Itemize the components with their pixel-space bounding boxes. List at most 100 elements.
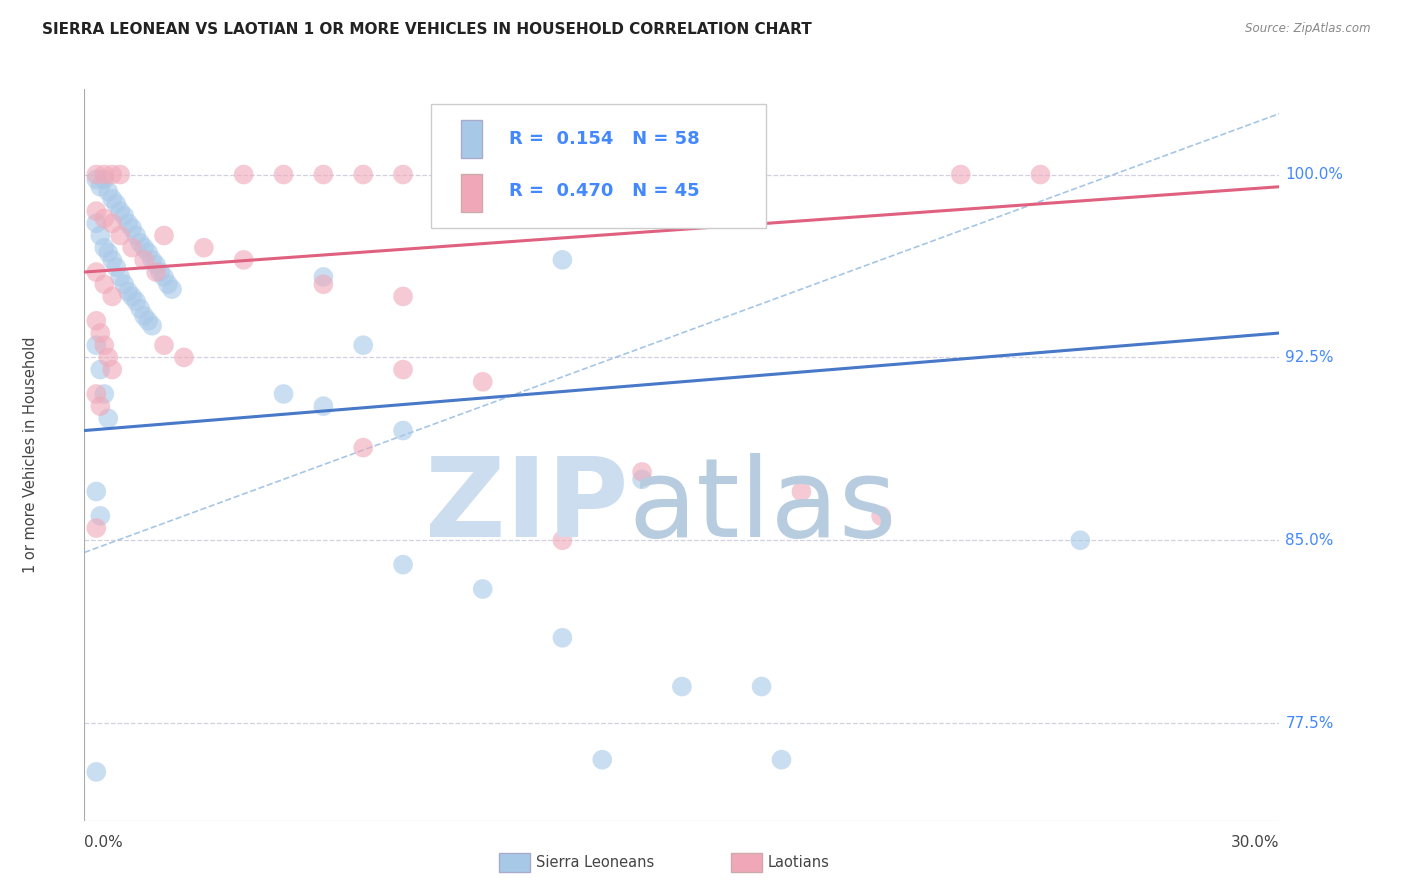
Point: [432, 168, 454, 182]
Point: [93, 387, 115, 401]
Point: [86, 172, 108, 186]
Point: [392, 289, 415, 303]
Bar: [461, 174, 482, 212]
Point: [1069, 533, 1091, 548]
Point: [471, 460, 494, 475]
Point: [232, 168, 254, 182]
Bar: [461, 120, 482, 158]
Point: [870, 508, 893, 523]
Point: [110, 204, 132, 219]
Text: 30.0%: 30.0%: [1232, 835, 1279, 850]
Point: [93, 277, 115, 292]
Point: [97, 245, 120, 260]
Text: R =  0.470   N = 45: R = 0.470 N = 45: [509, 182, 699, 200]
Point: [149, 265, 172, 279]
Text: Sierra Leoneans: Sierra Leoneans: [536, 855, 654, 870]
Text: 77.5%: 77.5%: [1285, 715, 1334, 731]
Point: [471, 375, 494, 389]
Point: [157, 277, 180, 292]
Point: [153, 228, 176, 243]
Point: [671, 680, 693, 694]
Point: [471, 168, 494, 182]
Text: 1 or more Vehicles in Household: 1 or more Vehicles in Household: [22, 336, 38, 574]
Text: 92.5%: 92.5%: [1285, 350, 1334, 365]
Point: [101, 192, 124, 206]
Point: [153, 338, 176, 352]
Point: [89, 228, 111, 243]
Point: [93, 211, 115, 226]
Text: R =  0.154   N = 58: R = 0.154 N = 58: [509, 129, 699, 147]
Point: [312, 168, 335, 182]
Point: [86, 265, 108, 279]
Point: [551, 252, 574, 267]
Point: [129, 301, 152, 316]
Point: [273, 168, 295, 182]
Point: [86, 216, 108, 230]
Point: [392, 362, 415, 376]
Point: [121, 241, 143, 255]
Point: [93, 168, 115, 182]
Point: [121, 289, 143, 303]
Point: [125, 294, 148, 309]
Point: [551, 631, 574, 645]
Point: [86, 168, 108, 182]
Text: SIERRA LEONEAN VS LAOTIAN 1 OR MORE VEHICLES IN HOUSEHOLD CORRELATION CHART: SIERRA LEONEAN VS LAOTIAN 1 OR MORE VEHI…: [42, 22, 811, 37]
Point: [392, 424, 415, 438]
Point: [392, 558, 415, 572]
Point: [117, 285, 139, 299]
Point: [352, 441, 374, 455]
Point: [949, 168, 972, 182]
Point: [136, 314, 159, 328]
Point: [101, 216, 124, 230]
Point: [471, 582, 494, 596]
Point: [86, 314, 108, 328]
Point: [97, 185, 120, 199]
Point: [86, 484, 108, 499]
Point: [551, 533, 574, 548]
Point: [352, 338, 374, 352]
Point: [86, 521, 108, 535]
Point: [101, 168, 124, 182]
Point: [770, 753, 793, 767]
Point: [89, 508, 111, 523]
Point: [141, 318, 163, 333]
Point: [591, 753, 613, 767]
Point: [86, 338, 108, 352]
Point: [631, 472, 654, 486]
Point: [790, 484, 813, 499]
Text: Laotians: Laotians: [768, 855, 830, 870]
Point: [86, 764, 108, 779]
Point: [173, 351, 195, 365]
Point: [89, 326, 111, 340]
Point: [136, 245, 159, 260]
Point: [93, 241, 115, 255]
Point: [1029, 168, 1052, 182]
Point: [93, 172, 115, 186]
Point: [101, 252, 124, 267]
Point: [110, 269, 132, 284]
Point: [121, 221, 143, 235]
Point: [110, 228, 132, 243]
Point: [631, 465, 654, 479]
Point: [751, 680, 773, 694]
Point: [112, 209, 135, 223]
Point: [105, 260, 128, 275]
Point: [145, 258, 167, 272]
Point: [125, 228, 148, 243]
Point: [93, 338, 115, 352]
Point: [153, 269, 176, 284]
Point: [112, 277, 135, 292]
Point: [86, 204, 108, 219]
Point: [86, 387, 108, 401]
Text: 85.0%: 85.0%: [1285, 533, 1334, 548]
Point: [117, 216, 139, 230]
Point: [132, 309, 156, 323]
Point: [101, 289, 124, 303]
Point: [193, 241, 215, 255]
Text: atlas: atlas: [628, 452, 897, 559]
Point: [101, 362, 124, 376]
Point: [110, 168, 132, 182]
Point: [273, 387, 295, 401]
Point: [89, 179, 111, 194]
Point: [392, 168, 415, 182]
